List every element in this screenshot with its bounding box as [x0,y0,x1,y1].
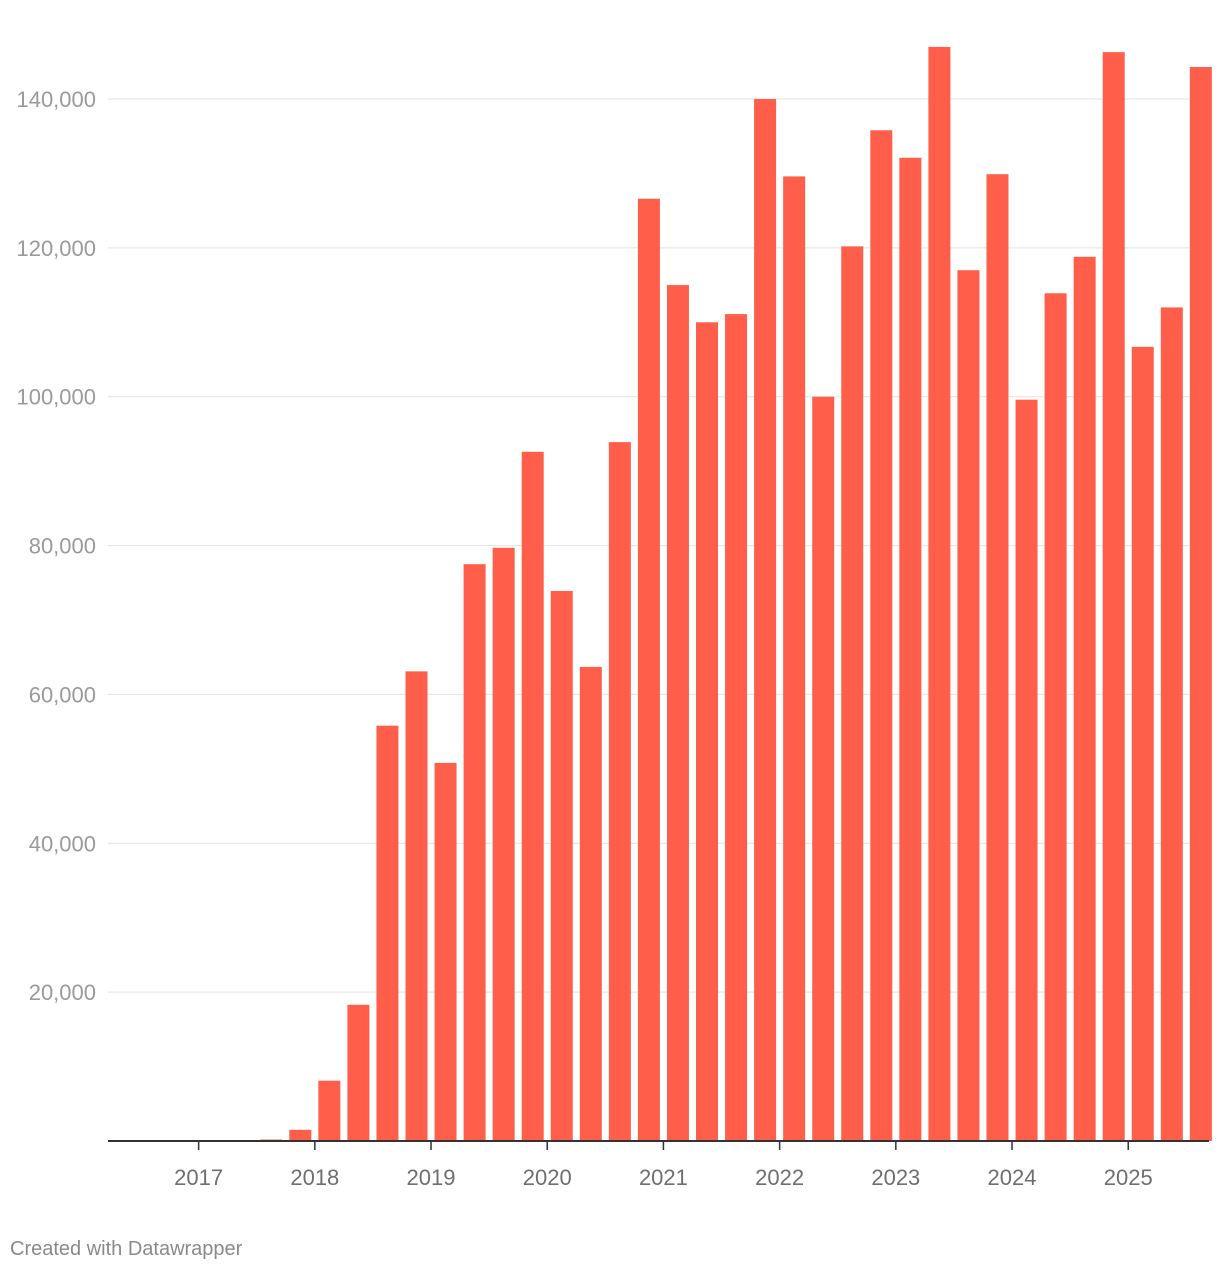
bar [986,174,1009,1141]
y-tick-label: 20,000 [29,980,96,1005]
bar [841,246,864,1141]
credit-text: Created with Datawrapper [10,1238,243,1260]
bar [608,442,631,1141]
bar [289,1129,312,1141]
bar [1160,307,1183,1141]
bar-chart: 20,000 40,000 60,000 80,000 100,000 120,000 14… [16,46,1212,1190]
y-tick-label: 120,000 [16,236,96,261]
bar [812,396,835,1141]
x-tick-label: 2022 [755,1165,804,1190]
bar [870,130,893,1141]
x-tick-label: 2023 [871,1165,920,1190]
bar [1102,52,1125,1142]
bar [376,725,399,1141]
y-tick-label: 40,000 [29,831,96,856]
x-axis: 2017 2018 2019 2020 2021 2022 2023 2024 2025 [108,1140,1209,1190]
x-tick-label: 2025 [1104,1165,1153,1190]
bar [696,322,718,1141]
bar [550,590,573,1141]
bar [666,285,689,1142]
bar [725,314,748,1141]
bar [347,1004,370,1141]
y-axis: 20,000 40,000 60,000 80,000 100,000 120,000 14… [16,87,96,1005]
bar [637,198,660,1142]
y-tick-label: 80,000 [29,534,96,559]
bar [434,762,457,1141]
x-tick-label: 2018 [290,1165,339,1190]
bar [1073,256,1096,1141]
x-tick-label: 2019 [407,1165,456,1190]
bar [1189,66,1212,1141]
x-tick-label: 2024 [988,1165,1037,1190]
y-tick-label: 100,000 [16,385,96,410]
bar [318,1080,341,1141]
bar [463,564,486,1141]
bar [579,666,602,1141]
x-tick-label: 2017 [174,1165,223,1190]
bar [1044,293,1067,1142]
bar [492,547,515,1141]
x-tick-label: 2020 [523,1165,572,1190]
y-tick-label: 140,000 [16,87,96,112]
bar [754,99,777,1141]
x-tick-label: 2021 [639,1165,688,1190]
bar [928,46,951,1141]
bar [1015,399,1038,1142]
bar [783,176,806,1142]
bar [957,270,980,1142]
y-tick-label: 60,000 [29,682,96,707]
bar [1131,346,1154,1141]
bar [899,157,922,1141]
bar [521,451,544,1141]
bar [405,671,428,1141]
bars [260,46,1212,1142]
